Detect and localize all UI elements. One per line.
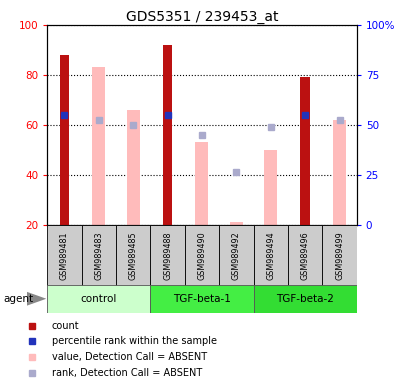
Text: count: count (52, 321, 79, 331)
Bar (332, 120, 345, 225)
Text: GSM989496: GSM989496 (300, 231, 309, 280)
Text: GSM989499: GSM989499 (334, 231, 343, 280)
Bar (184, 225, 218, 286)
Bar (321, 225, 356, 286)
Text: GSM989483: GSM989483 (94, 231, 103, 280)
Bar (92, 68, 105, 225)
Text: agent: agent (3, 294, 33, 304)
Bar (253, 285, 356, 313)
Bar (253, 225, 287, 286)
Bar (47, 285, 150, 313)
Text: GSM989485: GSM989485 (128, 231, 137, 280)
Bar (162, 45, 172, 225)
Bar (126, 110, 139, 225)
Text: value, Detection Call = ABSENT: value, Detection Call = ABSENT (52, 352, 207, 362)
Bar (287, 225, 321, 286)
Text: GSM989492: GSM989492 (231, 231, 240, 280)
Text: GSM989490: GSM989490 (197, 231, 206, 280)
Text: GSM989488: GSM989488 (163, 231, 172, 280)
Bar (150, 285, 253, 313)
Text: GSM989494: GSM989494 (265, 231, 274, 280)
Polygon shape (27, 292, 46, 306)
Text: TGF-beta-2: TGF-beta-2 (276, 294, 333, 304)
Bar (150, 225, 184, 286)
Bar (116, 225, 150, 286)
Bar (263, 150, 276, 225)
Bar (81, 225, 116, 286)
Bar (59, 55, 69, 225)
Bar (195, 142, 208, 225)
Bar (47, 225, 81, 286)
Bar (299, 78, 309, 225)
Text: rank, Detection Call = ABSENT: rank, Detection Call = ABSENT (52, 367, 202, 377)
Text: GSM989481: GSM989481 (60, 231, 69, 280)
Text: TGF-beta-1: TGF-beta-1 (173, 294, 230, 304)
Text: percentile rank within the sample: percentile rank within the sample (52, 336, 216, 346)
Title: GDS5351 / 239453_at: GDS5351 / 239453_at (126, 10, 277, 24)
Bar (229, 222, 242, 225)
Text: control: control (80, 294, 117, 304)
Bar (218, 225, 253, 286)
